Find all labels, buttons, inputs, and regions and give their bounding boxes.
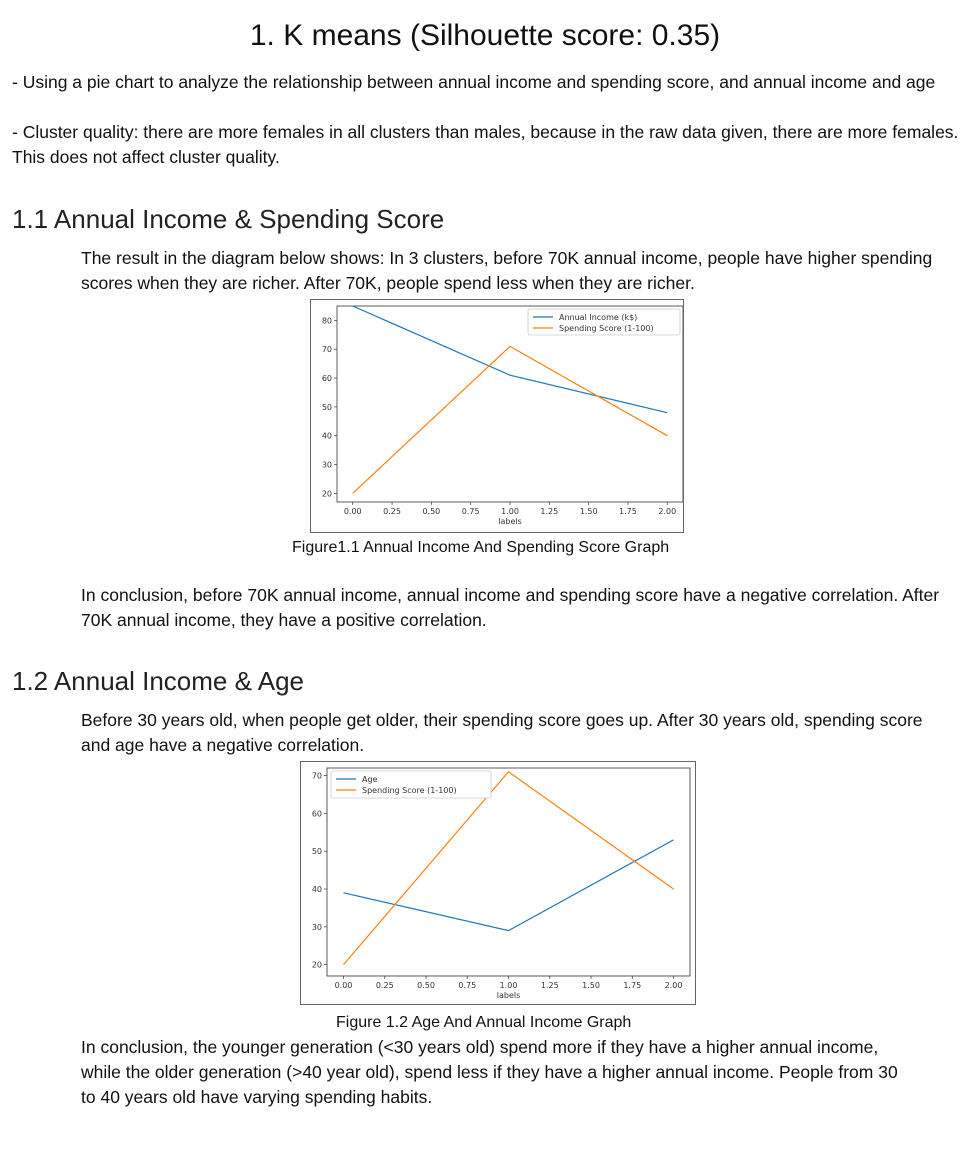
chart-1-legend-label: Spending Score (1-100) [559, 324, 654, 333]
section-2-heading: 1.2 Annual Income & Age [12, 666, 304, 696]
chart-1-y-tick-label: 30 [322, 461, 332, 470]
chart-1-x-tick-label: 1.75 [619, 507, 637, 516]
chart-1-y-tick-label: 40 [322, 432, 332, 441]
chart-2-x-tick-label: 1.25 [541, 981, 559, 990]
chart-2-legend-label: Spending Score (1-100) [362, 786, 457, 795]
chart-1-plot-area [336, 305, 684, 503]
chart-2-frame: 0.00 0.25 0.50 0.75 1.00 1.25 1.50 1.75 2.00 20 30… [300, 761, 696, 1005]
chart-2-series-line-2 [343, 770, 674, 966]
chart-1-x-tick-label: 1.00 [501, 507, 519, 516]
chart-2-x-tick-label: 0.75 [458, 981, 476, 990]
chart-1-y-tick-label: 50 [322, 403, 332, 412]
chart-1-legend [527, 308, 681, 336]
section-2-paragraph: Before 30 years old, when people get old… [81, 710, 923, 755]
section-1-paragraph: The result in the diagram below shows: I… [81, 248, 933, 293]
chart-2-legend-label: Age [362, 775, 378, 784]
chart-2-y-tick-label: 50 [312, 847, 322, 856]
page-title: 1. K means (Silhouette score: 0.35) [249, 19, 721, 52]
chart-1-x-axis-label: labels [498, 517, 522, 526]
chart-1-legend-label: Annual Income (k$) [559, 313, 637, 322]
chart-2-legend [330, 770, 492, 799]
chart-1-y-tick-label: 60 [322, 374, 332, 383]
chart-1-y-tick-label: 80 [322, 316, 332, 325]
chart-2-y-tick-label: 70 [312, 772, 322, 781]
chart-2-x-tick-label: 1.75 [623, 981, 641, 990]
chart-1-series-line-1 [352, 305, 668, 414]
chart-2-plot-area [326, 767, 691, 977]
section-1-heading: 1.1 Annual Income & Spending Score [12, 204, 445, 234]
figure-1-caption: Figure1.1 Annual Income And Spending Sco… [292, 539, 670, 556]
chart-2-svg: 0.00 0.25 0.50 0.75 1.00 1.25 1.50 1.75 2.00 20 30… [312, 767, 691, 1000]
intro-bullet-1: - Using a pie chart to analyze the relat… [12, 72, 936, 92]
chart-2-x-tick-label: 0.00 [335, 981, 353, 990]
chart-1-x-tick-label: 1.25 [540, 507, 558, 516]
chart-2-x-tick-label: 1.50 [582, 981, 600, 990]
chart-2-x-tick-label: 0.25 [376, 981, 394, 990]
chart-1-svg: 0.00 0.25 0.50 0.75 1.00 1.25 1.50 1.75 2.00 20 30… [322, 305, 684, 526]
chart-1-x-tick-label: 1.50 [580, 507, 598, 516]
chart-1-x-tick-label: 0.00 [344, 507, 362, 516]
chart-1-x-tick-label: 0.25 [383, 507, 401, 516]
chart-1-x-tick-label: 2.00 [658, 507, 676, 516]
chart-1-x-tick-label: 0.50 [422, 507, 440, 516]
chart-2-x-tick-label: 2.00 [665, 981, 683, 990]
chart-2-y-tick-label: 30 [312, 923, 322, 932]
chart-1-series-line-2 [352, 345, 668, 494]
section-1-conclusion: In conclusion, before 70K annual income,… [81, 585, 940, 630]
chart-2-x-axis-label: labels [497, 991, 521, 1000]
chart-2-y-tick-label: 20 [312, 961, 322, 970]
chart-2-y-tick-label: 60 [312, 809, 322, 818]
chart-1-y-tick-label: 20 [322, 489, 332, 498]
chart-2-series-line-1 [343, 839, 674, 932]
chart-2-x-tick-label: 0.50 [417, 981, 435, 990]
chart-1-x-tick-label: 0.75 [462, 507, 480, 516]
chart-2-y-tick-label: 40 [312, 885, 322, 894]
chart-1-frame: 0.00 0.25 0.50 0.75 1.00 1.25 1.50 1.75 2.00 20 30… [310, 299, 684, 533]
chart-1-y-tick-label: 70 [322, 345, 332, 354]
chart-2-x-tick-label: 1.00 [500, 981, 518, 990]
intro-bullet-2: - Cluster quality: there are more female… [12, 122, 959, 167]
figure-2-caption: Figure 1.2 Age And Annual Income Graph [336, 1014, 632, 1031]
section-2-conclusion: In conclusion, the younger generation (<… [81, 1037, 898, 1107]
